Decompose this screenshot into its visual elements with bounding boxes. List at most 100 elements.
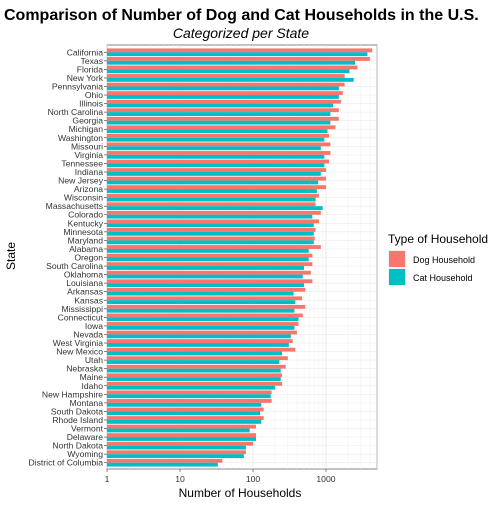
y-tick-label: North Carolina — [48, 107, 104, 117]
y-tick-label: Washington — [58, 133, 103, 143]
cat-bar-new-york — [107, 77, 354, 82]
y-tick-label: Oklahoma — [64, 270, 103, 280]
dog-bar-pennsylvania — [107, 82, 345, 87]
legend: Type of Household Dog Household Cat Hous… — [388, 232, 488, 286]
dog-bar-north-dakota — [107, 441, 253, 446]
chart-subtitle: Categorized per State — [173, 25, 309, 41]
x-axis-title: Number of Households — [179, 486, 302, 500]
dog-bar-south-dakota — [107, 407, 264, 412]
dog-bar-alabama — [107, 245, 321, 249]
dog-bar-arizona — [107, 185, 326, 190]
y-tick-label: Rhode Island — [52, 415, 103, 425]
cat-bar-georgia — [107, 120, 331, 125]
dog-bar-iowa — [107, 322, 299, 326]
y-tick-label: Louisiana — [66, 278, 103, 288]
dog-bar-georgia — [107, 116, 339, 121]
cat-bar-kansas — [107, 300, 296, 305]
cat-bar-delaware — [107, 437, 257, 441]
dog-bar-district-of-columbia — [107, 458, 223, 463]
cat-bar-florida — [107, 69, 350, 74]
y-tick-label: Arkansas — [67, 287, 103, 297]
cat-bar-mississippi — [107, 308, 295, 313]
dog-bar-oregon — [107, 253, 313, 258]
dog-bar-new-hampshire — [107, 390, 272, 395]
x-tick-label: 100 — [246, 474, 261, 484]
y-tick-label: Iowa — [85, 321, 103, 331]
cat-bar-alabama — [107, 248, 309, 253]
y-tick-label: Wyoming — [67, 449, 103, 459]
cat-bar-montana — [107, 402, 262, 407]
legend-label-cat: Cat Household — [413, 273, 473, 283]
y-tick-label: Tennessee — [61, 158, 103, 168]
dog-bar-minnesota — [107, 227, 316, 232]
dog-bar-missouri — [107, 142, 331, 147]
cat-bar-oklahoma — [107, 274, 303, 279]
cat-bar-north-carolina — [107, 112, 331, 116]
legend-swatch-cat — [389, 269, 405, 285]
y-tick-label: Montana — [70, 398, 104, 408]
dog-bar-ohio — [107, 91, 343, 96]
dog-bar-montana — [107, 399, 272, 403]
cat-bar-arkansas — [107, 291, 294, 296]
y-tick-label: Florida — [77, 64, 103, 74]
y-tick-label: Massachusetts — [46, 201, 103, 211]
y-tick-label: Maryland — [68, 235, 104, 245]
dog-bar-texas — [107, 56, 370, 61]
y-tick-label: Minnesota — [63, 227, 103, 237]
y-tick-label: Georgia — [72, 116, 103, 126]
cat-bar-maine — [107, 377, 281, 382]
y-tick-label: Missouri — [71, 141, 103, 151]
cat-bar-south-dakota — [107, 411, 261, 416]
chart-title: Comparison of Number of Dog and Cat Hous… — [4, 7, 479, 24]
dog-bar-arkansas — [107, 287, 306, 292]
dog-bar-california — [107, 48, 373, 53]
legend-title: Type of Household — [388, 232, 488, 246]
dog-bar-mississippi — [107, 304, 306, 309]
cat-bar-nebraska — [107, 368, 281, 373]
dog-bar-wyoming — [107, 450, 246, 455]
y-tick-label: Virginia — [74, 150, 103, 160]
dog-bar-new-york — [107, 74, 345, 78]
cat-bar-new-hampshire — [107, 394, 271, 399]
dog-bar-utah — [107, 356, 288, 361]
y-tick-label: Indiana — [75, 167, 103, 177]
cat-bar-south-carolina — [107, 266, 305, 270]
cat-bar-tennessee — [107, 163, 325, 168]
y-tick-label: Connecticut — [58, 312, 104, 322]
cat-bar-wyoming — [107, 454, 244, 459]
y-tick-label: New Hampshire — [42, 389, 103, 399]
cat-bar-district-of-columbia — [107, 462, 218, 467]
cat-bar-ohio — [107, 95, 339, 99]
dog-bar-rhode-island — [107, 416, 264, 420]
x-tick-label: 10 — [175, 474, 185, 484]
cat-bar-arizona — [107, 189, 317, 193]
dog-bar-maryland — [107, 236, 315, 241]
x-tick-label: 1 — [105, 474, 110, 484]
y-tick-label: Colorado — [68, 210, 103, 220]
cat-bar-pennsylvania — [107, 86, 339, 91]
dog-bar-virginia — [107, 151, 331, 155]
y-tick-label: South Carolina — [46, 261, 103, 271]
cat-bar-nevada — [107, 334, 291, 339]
dog-bar-kansas — [107, 296, 303, 301]
y-tick-label: Kansas — [74, 295, 103, 305]
cat-bar-massachusetts — [107, 206, 323, 211]
y-tick-label: North Dakota — [52, 441, 103, 451]
y-tick-label: Utah — [85, 355, 103, 365]
y-axis-title: State — [4, 242, 18, 270]
y-tick-label: South Dakota — [51, 406, 103, 416]
y-tick-label: New Jersey — [58, 176, 104, 186]
y-tick-label: Pennsylvania — [52, 81, 103, 91]
y-tick-label: Kentucky — [68, 218, 104, 228]
dog-bar-wisconsin — [107, 193, 319, 198]
x-tick-label: 1000 — [316, 474, 335, 484]
y-tick-label: Alabama — [69, 244, 103, 254]
cat-bar-minnesota — [107, 231, 314, 236]
cat-bar-new-mexico — [107, 351, 283, 356]
cat-bar-virginia — [107, 154, 325, 159]
dog-bar-nevada — [107, 330, 297, 335]
y-tick-label: Arizona — [74, 184, 103, 194]
